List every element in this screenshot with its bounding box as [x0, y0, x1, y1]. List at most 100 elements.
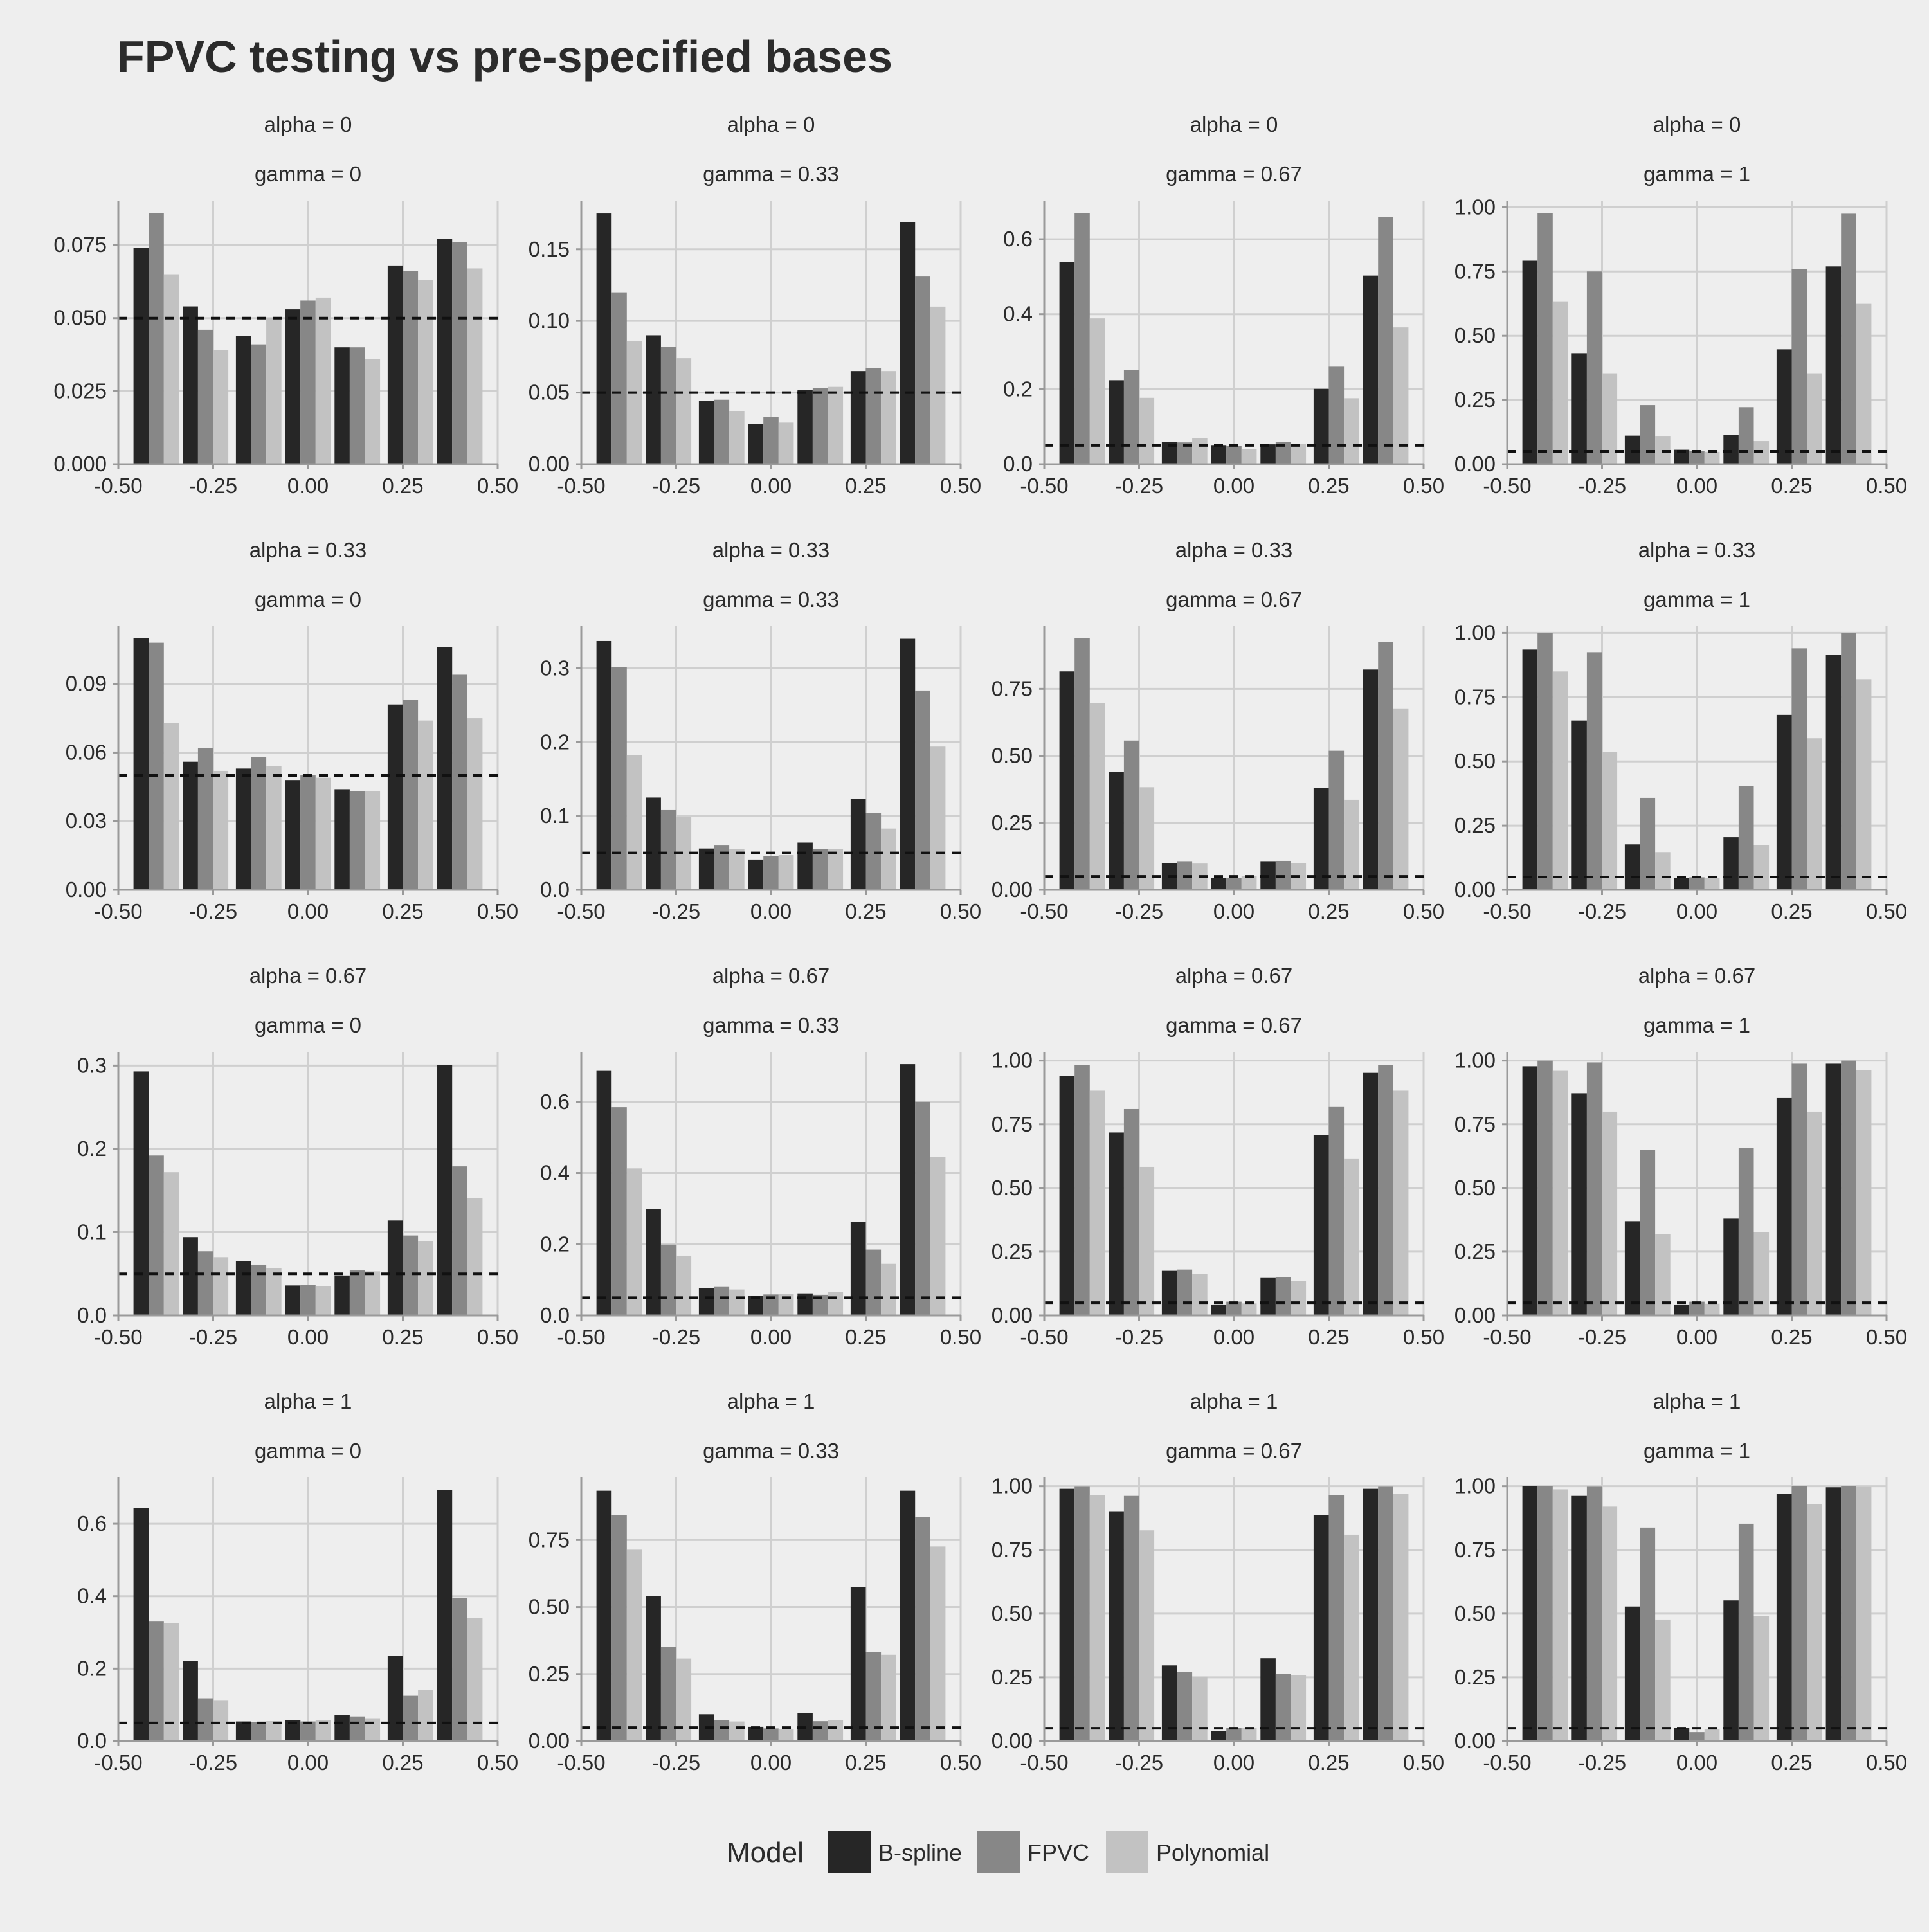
bar-fpvc [1378, 1065, 1393, 1315]
bar-fpvc [197, 748, 213, 890]
bar-fpvc [349, 1270, 365, 1315]
bar-b-spline [646, 335, 661, 464]
bar-polynomial [729, 411, 745, 464]
bar-fpvc [865, 1249, 882, 1315]
y-tick-label: 0.2 [77, 1137, 107, 1160]
bar-fpvc [1378, 642, 1393, 890]
y-tick-label: 0.25 [992, 1665, 1033, 1689]
bar-b-spline [387, 265, 403, 464]
bar-b-spline [183, 1237, 198, 1315]
bar-b-spline [698, 1288, 714, 1315]
bar-fpvc [197, 1698, 213, 1741]
y-tick-label: 0.00 [992, 1729, 1033, 1753]
bar-polynomial [1192, 1274, 1208, 1315]
x-tick-label: -0.50 [1483, 1751, 1531, 1774]
bar-polynomial [729, 849, 745, 890]
y-tick-label: 0.06 [66, 740, 107, 764]
y-tick-label: 0.75 [992, 1112, 1033, 1136]
bar-polynomial [1602, 752, 1618, 890]
bar-fpvc [1074, 638, 1090, 890]
bar-b-spline [900, 1490, 916, 1741]
x-tick-label: -0.50 [94, 1751, 142, 1774]
x-tick-label: 0.00 [1213, 474, 1254, 498]
bar-polynomial [365, 791, 381, 890]
y-tick-label: 0.2 [77, 1656, 107, 1680]
y-tick-label: 0.6 [77, 1512, 107, 1535]
y-tick-label: 0.25 [1454, 813, 1496, 837]
bar-fpvc [660, 1244, 676, 1315]
bar-b-spline [387, 704, 403, 890]
bar-fpvc [1586, 1486, 1602, 1741]
bar-b-spline [334, 1715, 350, 1741]
bar-fpvc [1841, 1060, 1856, 1315]
facet-panel: alpha = 0 gamma = 0.67 0.0 0.2 0.4 0.6 -0.50 -0… [1003, 113, 1444, 498]
bar-b-spline [285, 1285, 301, 1315]
bar-b-spline [1211, 445, 1227, 464]
bar-b-spline [646, 1596, 661, 1741]
bar-polynomial [881, 1263, 896, 1315]
bar-polynomial [1089, 703, 1105, 890]
bar-b-spline [900, 222, 916, 464]
bar-polynomial [676, 1255, 692, 1315]
bar-polynomial [1241, 449, 1257, 464]
bar-b-spline [235, 336, 251, 464]
bar-polynomial [467, 1618, 483, 1741]
x-tick-label: 0.50 [1403, 899, 1444, 923]
bar-fpvc [1791, 269, 1807, 464]
bar-fpvc [300, 300, 316, 464]
bar-b-spline [1825, 655, 1842, 890]
bar-b-spline [1211, 1304, 1227, 1315]
bar-polynomial [930, 746, 946, 890]
bar-b-spline [596, 1070, 612, 1315]
y-tick-label: 0.50 [992, 744, 1033, 768]
y-tick-label: 0.00 [992, 878, 1033, 901]
legend-key-polynomial [1106, 1831, 1148, 1873]
x-tick-label: -0.50 [1020, 899, 1068, 923]
bar-polynomial [1856, 679, 1872, 890]
bar-b-spline [748, 1726, 764, 1741]
bar-b-spline [1059, 1076, 1075, 1315]
y-tick-label: 0.50 [1454, 749, 1496, 773]
x-tick-label: -0.50 [94, 474, 142, 498]
y-tick-label: 1.00 [1454, 1474, 1496, 1498]
facet-strip-alpha: alpha = 0.67 [249, 964, 367, 988]
x-tick-label: -0.50 [1020, 1325, 1068, 1349]
bar-b-spline [596, 1490, 612, 1741]
bar-fpvc [149, 1155, 164, 1315]
bar-b-spline [1161, 1665, 1177, 1741]
x-tick-label: 0.25 [382, 899, 423, 923]
bar-b-spline [1624, 1221, 1640, 1315]
y-tick-label: 0.00 [1454, 452, 1496, 476]
x-tick-label: 0.25 [1771, 1751, 1812, 1774]
bar-fpvc [1275, 1277, 1291, 1315]
y-tick-label: 0.6 [1003, 227, 1033, 251]
bar-polynomial [1139, 1166, 1155, 1315]
bar-polynomial [1704, 1303, 1720, 1315]
bar-polynomial [1089, 1495, 1105, 1741]
facet-strip-alpha: alpha = 0.33 [712, 538, 830, 562]
bar-polynomial [626, 341, 642, 464]
bar-polynomial [1139, 1530, 1155, 1741]
bar-polynomial [1655, 852, 1671, 890]
bar-b-spline [285, 1720, 301, 1741]
y-tick-label: 0.0 [77, 1303, 107, 1327]
bar-b-spline [1363, 669, 1379, 890]
bar-fpvc [611, 1515, 627, 1741]
bar-b-spline [748, 424, 764, 464]
bar-polynomial [626, 1549, 642, 1741]
y-tick-label: 0.1 [540, 804, 570, 827]
x-tick-label: 0.25 [1771, 899, 1812, 923]
bar-polynomial [930, 1157, 946, 1315]
bar-b-spline [1109, 1132, 1124, 1315]
y-tick-label: 0.0 [1003, 452, 1033, 476]
chart-title: FPVC testing vs pre-specified bases [117, 32, 892, 82]
bar-fpvc [149, 1621, 164, 1741]
bar-polynomial [1856, 1486, 1872, 1741]
x-tick-label: -0.25 [652, 1751, 700, 1774]
bar-polynomial [213, 770, 229, 890]
bar-polynomial [266, 766, 282, 890]
bar-fpvc [611, 292, 627, 464]
facet-strip-gamma: gamma = 1 [1644, 1013, 1750, 1037]
facet-panel: alpha = 0.67 gamma = 0.33 0.0 0.2 0.4 0.6 -0.5… [540, 964, 981, 1349]
bar-b-spline [1260, 1658, 1276, 1741]
